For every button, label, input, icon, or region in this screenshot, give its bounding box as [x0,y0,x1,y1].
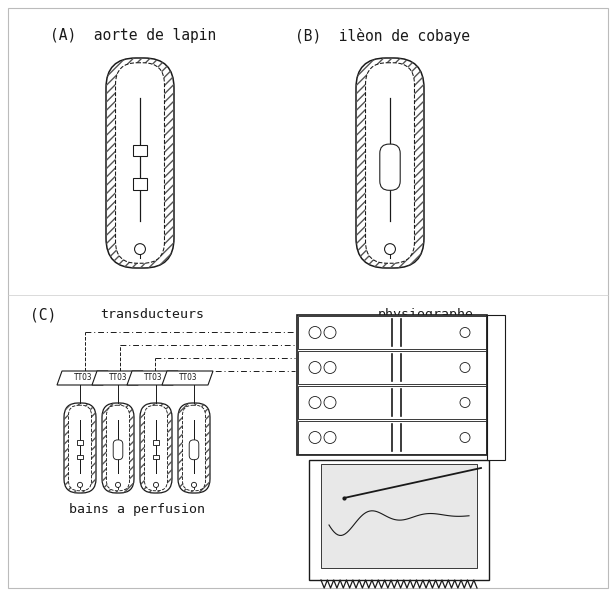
Circle shape [192,482,197,488]
FancyBboxPatch shape [140,403,172,493]
FancyBboxPatch shape [356,58,424,268]
FancyBboxPatch shape [178,403,210,493]
FancyBboxPatch shape [64,403,96,493]
Text: (A)  aorte de lapin: (A) aorte de lapin [50,28,216,43]
Text: TTO3: TTO3 [144,374,162,383]
Circle shape [309,396,321,408]
Circle shape [78,482,83,488]
Bar [133,178,147,190]
Text: (B)  ilèon de cobaye: (B) ilèon de cobaye [295,28,470,44]
Circle shape [324,362,336,374]
Bar [298,386,486,419]
Polygon shape [162,371,213,385]
FancyBboxPatch shape [189,440,199,460]
Circle shape [460,362,470,372]
FancyBboxPatch shape [182,405,206,491]
FancyBboxPatch shape [365,63,415,263]
Circle shape [153,482,158,488]
Bar [77,455,83,460]
Bar [298,421,486,454]
Text: TTO3: TTO3 [109,374,128,383]
Circle shape [324,432,336,443]
Circle shape [460,433,470,442]
Bar [298,351,486,384]
Text: physiographe: physiographe [378,308,474,321]
Bar [309,460,489,580]
Circle shape [134,244,145,254]
FancyBboxPatch shape [106,58,174,268]
Circle shape [309,432,321,443]
Circle shape [309,327,321,339]
FancyBboxPatch shape [68,405,92,491]
Bar [77,440,83,445]
Circle shape [384,244,395,254]
FancyBboxPatch shape [107,405,129,491]
Bar [297,315,487,455]
Bar [153,440,159,445]
Circle shape [460,327,470,337]
Text: (C): (C) [30,308,56,323]
FancyBboxPatch shape [145,405,168,491]
Text: transducteurs: transducteurs [100,308,204,321]
Circle shape [324,396,336,408]
Circle shape [324,327,336,339]
FancyBboxPatch shape [116,63,164,263]
FancyBboxPatch shape [380,144,400,190]
Circle shape [309,362,321,374]
Bar [298,316,486,349]
Text: TTO3: TTO3 [74,374,92,383]
Circle shape [460,398,470,408]
Polygon shape [92,371,143,385]
Bar [487,315,505,460]
Circle shape [115,482,121,488]
Bar [133,145,147,156]
FancyBboxPatch shape [113,440,123,460]
Polygon shape [127,371,178,385]
Bar [321,464,477,568]
Text: TTO3: TTO3 [179,374,197,383]
Text: bains a perfusion: bains a perfusion [69,503,205,516]
Polygon shape [57,371,108,385]
FancyBboxPatch shape [102,403,134,493]
Bar [153,455,159,460]
